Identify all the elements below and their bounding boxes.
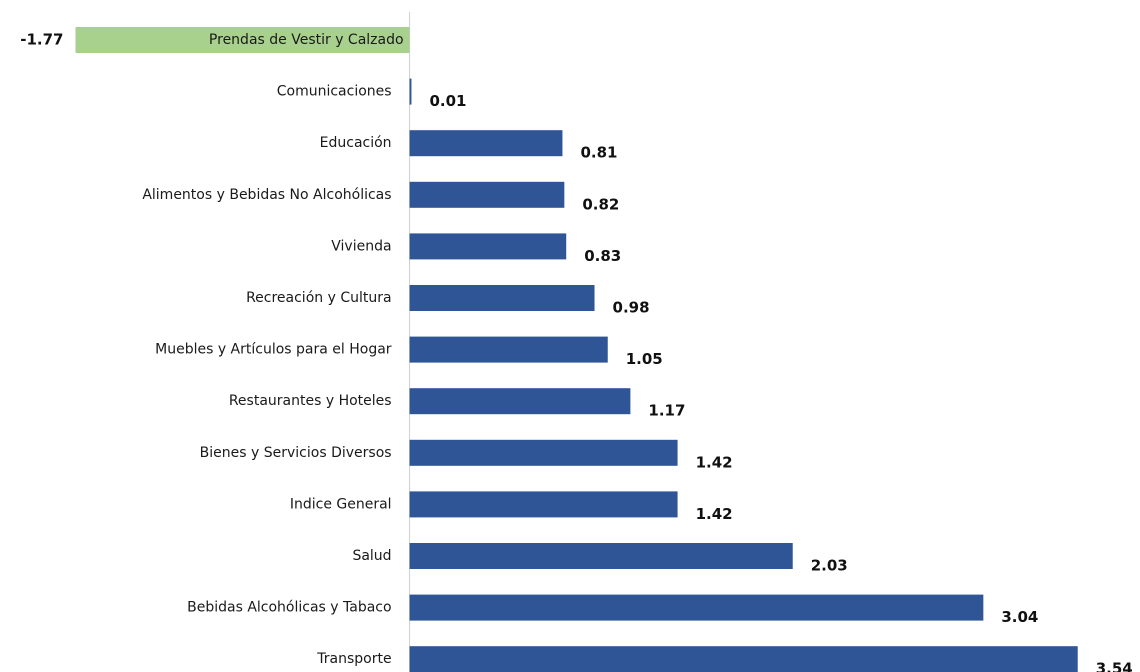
value-label: 1.42 [696,453,733,471]
bar [409,78,412,105]
value-label: 3.54 [1096,660,1133,672]
category-label: Prendas de Vestir y Calzado [209,32,404,48]
category-label: Salud [352,548,391,564]
value-label: 1.05 [626,350,663,368]
bar [409,336,608,363]
value-label: 0.81 [580,144,617,162]
category-label: Transporte [316,651,391,667]
value-label: 0.82 [582,195,619,213]
bar [409,181,565,208]
bar [409,594,984,621]
category-label: Restaurantes y Hoteles [229,393,392,409]
bar [409,439,678,466]
value-label: 0.98 [613,299,650,317]
bar [409,130,563,157]
value-label: 2.03 [811,557,848,575]
bar [75,27,410,53]
value-label: 0.01 [429,92,466,110]
category-label: Vivienda [331,238,391,254]
bar [409,285,595,311]
category-label: Educación [320,135,392,151]
category-label: Indice General [290,496,392,512]
bar [409,388,631,415]
category-label: Bienes y Servicios Diversos [200,445,392,461]
category-label: Alimentos y Bebidas No Alcohólicas [142,187,391,203]
bar [409,543,793,569]
category-label: Muebles y Artículos para el Hogar [155,342,392,358]
bar [409,233,567,260]
category-label: Recreación y Cultura [246,290,392,306]
category-label: Bebidas Alcohólicas y Tabaco [187,600,391,616]
bar [409,491,678,518]
value-label: 1.17 [648,402,685,420]
bar [409,646,1078,672]
category-label: Comunicaciones [277,84,392,100]
value-label: 0.83 [584,247,621,265]
value-label: 1.42 [696,505,733,523]
value-label: -1.77 [20,31,63,49]
value-label: 3.04 [1001,608,1038,626]
